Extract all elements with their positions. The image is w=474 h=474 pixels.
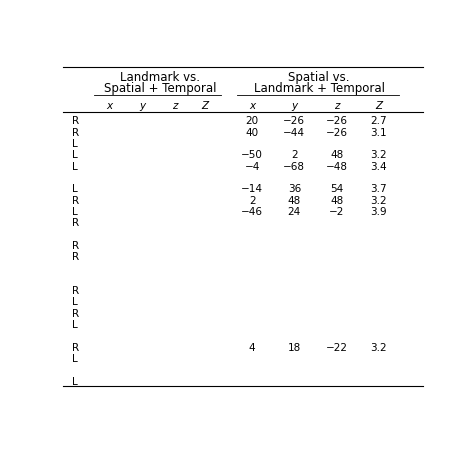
- Text: R: R: [72, 286, 79, 296]
- Text: 24: 24: [288, 207, 301, 217]
- Text: −2: −2: [329, 207, 344, 217]
- Text: R: R: [72, 128, 79, 137]
- Text: R: R: [72, 309, 79, 319]
- Text: L: L: [72, 150, 78, 160]
- Text: −4: −4: [245, 162, 260, 172]
- Text: L: L: [72, 162, 78, 172]
- Text: z: z: [334, 100, 339, 110]
- Text: −50: −50: [241, 150, 263, 160]
- Text: −26: −26: [283, 117, 305, 127]
- Text: Landmark vs.: Landmark vs.: [120, 72, 201, 84]
- Text: R: R: [72, 117, 79, 127]
- Text: y: y: [292, 100, 297, 110]
- Text: 36: 36: [288, 184, 301, 194]
- Text: 3.9: 3.9: [371, 207, 387, 217]
- Text: y: y: [139, 100, 145, 110]
- Text: 3.2: 3.2: [371, 196, 387, 206]
- Text: Landmark + Temporal: Landmark + Temporal: [254, 82, 384, 95]
- Text: −26: −26: [326, 128, 347, 137]
- Text: −48: −48: [326, 162, 347, 172]
- Text: 2.7: 2.7: [371, 117, 387, 127]
- Text: R: R: [72, 241, 79, 251]
- Text: 48: 48: [330, 150, 343, 160]
- Text: 40: 40: [246, 128, 259, 137]
- Text: 18: 18: [288, 343, 301, 353]
- Text: 3.1: 3.1: [371, 128, 387, 137]
- Text: z: z: [172, 100, 178, 110]
- Text: −14: −14: [241, 184, 263, 194]
- Text: L: L: [72, 354, 78, 364]
- Text: 3.2: 3.2: [371, 150, 387, 160]
- Text: 2: 2: [291, 150, 298, 160]
- Text: 20: 20: [246, 117, 259, 127]
- Text: 54: 54: [330, 184, 343, 194]
- Text: 2: 2: [249, 196, 255, 206]
- Text: 3.2: 3.2: [371, 343, 387, 353]
- Text: Z: Z: [201, 100, 208, 110]
- Text: L: L: [72, 377, 78, 387]
- Text: −44: −44: [283, 128, 305, 137]
- Text: R: R: [72, 252, 79, 262]
- Text: Spatial vs.: Spatial vs.: [288, 72, 350, 84]
- Text: x: x: [249, 100, 255, 110]
- Text: −22: −22: [326, 343, 347, 353]
- Text: Z: Z: [375, 100, 383, 110]
- Text: Spatial + Temporal: Spatial + Temporal: [104, 82, 217, 95]
- Text: 4: 4: [249, 343, 255, 353]
- Text: L: L: [72, 207, 78, 217]
- Text: 48: 48: [330, 196, 343, 206]
- Text: L: L: [72, 320, 78, 330]
- Text: R: R: [72, 218, 79, 228]
- Text: L: L: [72, 139, 78, 149]
- Text: R: R: [72, 196, 79, 206]
- Text: L: L: [72, 184, 78, 194]
- Text: −46: −46: [241, 207, 263, 217]
- Text: −26: −26: [326, 117, 347, 127]
- Text: x: x: [106, 100, 112, 110]
- Text: 3.4: 3.4: [371, 162, 387, 172]
- Text: R: R: [72, 343, 79, 353]
- Text: 3.7: 3.7: [371, 184, 387, 194]
- Text: L: L: [72, 297, 78, 308]
- Text: 48: 48: [288, 196, 301, 206]
- Text: −68: −68: [283, 162, 305, 172]
